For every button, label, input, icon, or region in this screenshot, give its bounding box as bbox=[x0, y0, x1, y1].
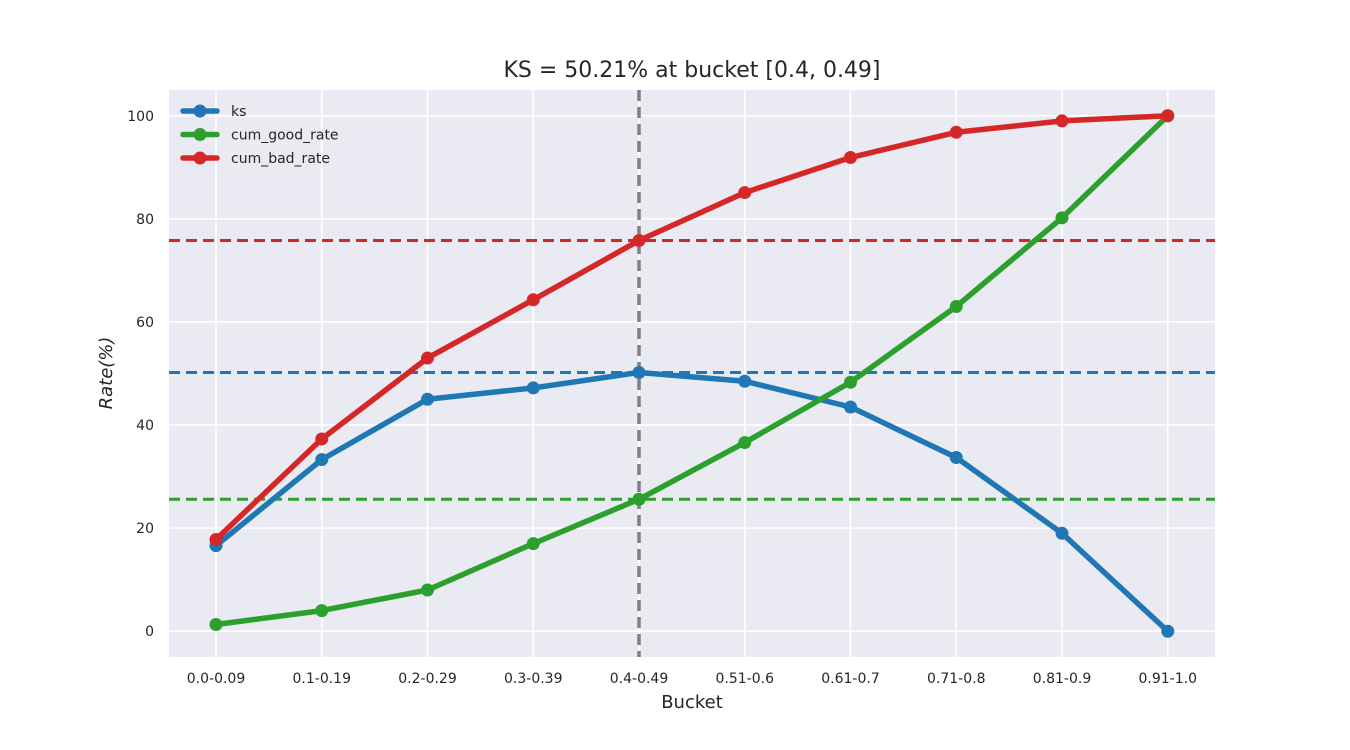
data-point bbox=[738, 436, 752, 450]
data-point bbox=[526, 537, 540, 551]
data-point bbox=[421, 583, 434, 597]
data-point bbox=[526, 381, 540, 395]
data-point bbox=[632, 234, 646, 248]
legend-label: ks bbox=[231, 104, 246, 120]
data-point bbox=[949, 125, 963, 139]
series-line bbox=[213, 369, 1171, 634]
data-point bbox=[844, 375, 857, 389]
x-tick-label: 0.4-0.49 bbox=[610, 671, 669, 687]
data-point bbox=[949, 299, 963, 313]
y-tick-label: 80 bbox=[136, 212, 154, 228]
y-tick-label: 40 bbox=[136, 418, 154, 434]
series-layer bbox=[209, 109, 1175, 638]
y-tick-label: 60 bbox=[136, 315, 154, 331]
data-point bbox=[632, 365, 646, 379]
x-tick-label: 0.81-0.9 bbox=[1033, 671, 1092, 687]
data-point bbox=[1055, 114, 1069, 128]
data-point bbox=[526, 293, 540, 307]
x-tick-labels: 0.0-0.09 0.1-0.19 0.2-0.29 0.3-0.39 0.4-0.49… bbox=[187, 671, 1197, 687]
data-point bbox=[1161, 624, 1175, 638]
data-point bbox=[738, 374, 752, 388]
x-tick-label: 0.2-0.29 bbox=[398, 671, 457, 687]
legend-marker bbox=[193, 128, 207, 141]
chart-title: KS = 50.21% at bucket [0.4, 0.49] bbox=[503, 58, 880, 83]
legend-item-ks: ks bbox=[180, 104, 246, 120]
x-tick-label: 0.51-0.6 bbox=[716, 671, 775, 687]
x-tick-label: 0.91-1.0 bbox=[1139, 671, 1198, 687]
y-tick-label: 100 bbox=[127, 109, 154, 125]
data-point bbox=[1055, 526, 1069, 540]
data-point bbox=[315, 432, 329, 446]
data-point bbox=[421, 392, 434, 406]
x-tick-label: 0.1-0.19 bbox=[293, 671, 352, 687]
data-point bbox=[209, 532, 223, 546]
x-tick-label: 0.0-0.09 bbox=[187, 671, 246, 687]
x-tick-label: 0.71-0.8 bbox=[927, 671, 986, 687]
series-line bbox=[213, 113, 1171, 628]
data-point bbox=[1161, 109, 1175, 123]
y-axis-label: Rate(%) bbox=[96, 337, 117, 410]
data-point bbox=[844, 400, 857, 414]
data-point bbox=[209, 618, 223, 632]
x-tick-label: 0.61-0.7 bbox=[821, 671, 880, 687]
y-tick-label: 0 bbox=[145, 624, 154, 640]
data-point bbox=[315, 604, 329, 618]
y-tick-label: 20 bbox=[136, 521, 154, 537]
legend-item-cum-good-rate: cum_good_rate bbox=[180, 128, 339, 144]
x-tick-label: 0.3-0.39 bbox=[504, 671, 563, 687]
y-tick-labels: 0 20 40 60 80 100 bbox=[127, 109, 154, 640]
data-point bbox=[421, 351, 434, 365]
series-line bbox=[213, 113, 1171, 543]
data-point bbox=[738, 186, 752, 200]
x-axis-label: Bucket bbox=[661, 692, 723, 713]
legend-marker bbox=[193, 151, 207, 165]
data-point bbox=[1055, 211, 1069, 225]
data-point bbox=[949, 451, 963, 465]
data-point bbox=[844, 151, 857, 165]
data-point bbox=[315, 453, 329, 467]
legend-label: cum_good_rate bbox=[231, 128, 339, 144]
reference-lines bbox=[169, 90, 1215, 657]
legend-marker bbox=[193, 104, 207, 118]
series-cum-bad-rate bbox=[209, 109, 1175, 546]
legend-label: cum_bad_rate bbox=[231, 151, 330, 167]
legend-item-cum-bad-rate: cum_bad_rate bbox=[180, 151, 330, 167]
data-point bbox=[632, 492, 646, 506]
legend: ks cum_good_rate cum_bad_rate bbox=[180, 104, 339, 167]
